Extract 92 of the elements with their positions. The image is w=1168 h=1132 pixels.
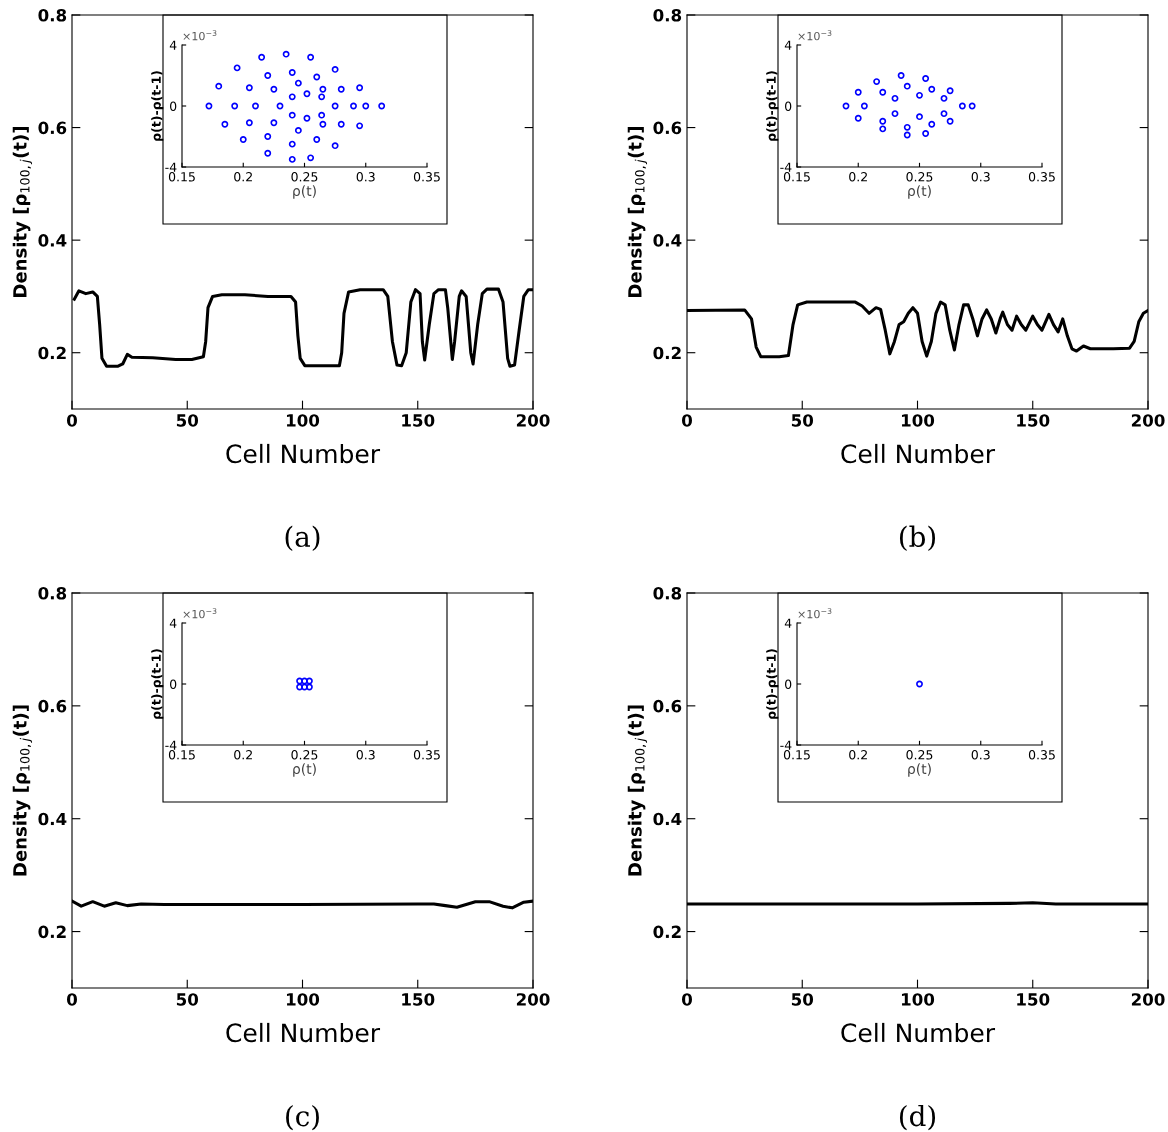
annotation: ×10$^{−3}$ [798, 608, 832, 619]
x-tick-label: 150 [402, 414, 435, 427]
x-tick-label: 0.3 [971, 750, 990, 760]
x-tick-label: 200 [1131, 414, 1165, 427]
y-tick-label: -4 [165, 740, 177, 750]
x-tick-label: 0.25 [291, 172, 318, 182]
y-tick-label: 0.6 [653, 699, 682, 713]
x-tick-label: 0.2 [234, 172, 252, 182]
x-tick-label: 50 [791, 993, 814, 1006]
x-axis-title: ρ(t) [293, 763, 316, 777]
x-tick-label: 0.15 [783, 172, 810, 182]
x-axis-title: ρ(t) [293, 185, 316, 199]
x-axis-title: Cell Number [841, 443, 996, 464]
y-tick-label: 0.6 [38, 699, 67, 713]
y-tick-label: 0.4 [653, 812, 682, 826]
x-tick-label: 50 [176, 414, 199, 427]
y-tick-label: 0.6 [38, 121, 67, 135]
y-axis-title: ρ(t)-ρ(t-1) [151, 649, 164, 719]
x-tick-label: 200 [516, 414, 550, 427]
x-tick-label: 0 [67, 993, 77, 1006]
x-tick-label: 0 [682, 993, 692, 1006]
x-tick-label: 0.25 [906, 172, 933, 182]
x-tick-label: 150 [1017, 414, 1050, 427]
y-tick-label: 0.8 [38, 586, 67, 600]
x-tick-label: 100 [286, 414, 320, 427]
y-tick-label: 0.2 [653, 346, 681, 360]
x-tick-label: 0.35 [1028, 750, 1055, 760]
x-tick-label: 150 [1017, 993, 1050, 1006]
y-tick-label: 0.8 [38, 8, 67, 22]
y-tick-label: 4 [169, 40, 177, 50]
y-tick-label: 0.8 [653, 8, 682, 22]
y-axis-title: ρ(t)-ρ(t-1) [766, 649, 779, 719]
y-tick-label: 0 [785, 679, 792, 689]
x-axis-title: ρ(t) [908, 763, 931, 777]
y-tick-label: -4 [780, 740, 792, 750]
x-tick-label: 0.2 [234, 750, 252, 760]
x-tick-label: 0.2 [849, 172, 867, 182]
x-tick-label: 0.25 [291, 750, 318, 760]
x-tick-label: 0.25 [906, 750, 933, 760]
x-tick-label: 0.3 [356, 750, 375, 760]
x-tick-label: 0.35 [413, 750, 440, 760]
x-tick-label: 0.2 [849, 750, 867, 760]
annotation: ×10$^{−3}$ [798, 30, 832, 41]
y-tick-label: 0 [170, 101, 177, 111]
y-axis-title: Density [ρ$_{100,j}$(t)] [12, 705, 33, 876]
x-tick-label: 0.35 [413, 172, 440, 182]
x-tick-label: 0.3 [971, 172, 990, 182]
x-tick-label: 0 [682, 414, 692, 427]
y-axis-title: ρ(t)-ρ(t-1) [766, 71, 779, 141]
y-tick-label: 4 [784, 40, 792, 50]
x-tick-label: 50 [176, 993, 199, 1006]
y-tick-label: 0.2 [38, 925, 66, 939]
y-tick-label: 0.6 [653, 121, 682, 135]
x-tick-label: 0 [67, 414, 77, 427]
x-tick-label: 0.35 [1028, 172, 1055, 182]
text: (b) [899, 525, 936, 552]
x-tick-label: 100 [901, 414, 935, 427]
y-axis-title: Density [ρ$_{100,j}$(t)] [12, 127, 33, 297]
x-tick-label: 0.15 [783, 750, 810, 760]
x-axis-title: Cell Number [226, 1022, 381, 1043]
y-tick-label: 0 [785, 101, 792, 111]
annotation: ×10$^{−3}$ [183, 30, 217, 41]
annotation: ×10$^{−3}$ [183, 608, 217, 619]
y-axis-title: Density [ρ$_{100,j}$(t)] [627, 705, 648, 876]
y-tick-label: -4 [165, 162, 177, 172]
x-tick-label: 200 [1131, 993, 1165, 1006]
y-tick-label: 0 [170, 679, 177, 689]
y-tick-label: 0.8 [653, 586, 682, 600]
y-tick-label: 0.2 [38, 346, 66, 360]
x-axis-title: Cell Number [226, 443, 381, 464]
x-tick-label: 100 [901, 993, 935, 1006]
x-tick-label: 0.3 [356, 172, 375, 182]
y-tick-label: 4 [784, 618, 792, 628]
x-tick-label: 50 [791, 414, 814, 427]
y-axis-title: ρ(t)-ρ(t-1) [151, 71, 164, 141]
text: (d) [899, 1104, 936, 1131]
text: (a) [285, 525, 320, 552]
y-axis-title: Density [ρ$_{100,j}$(t)] [627, 127, 648, 297]
y-tick-label: 0.4 [38, 234, 67, 247]
x-tick-label: 100 [286, 993, 320, 1006]
x-axis-title: ρ(t) [908, 185, 931, 199]
x-tick-label: 200 [516, 993, 550, 1006]
y-tick-label: 0.2 [653, 925, 681, 939]
x-tick-label: 150 [402, 993, 435, 1006]
y-tick-label: 4 [169, 618, 177, 628]
y-tick-label: 0.4 [38, 812, 67, 826]
x-axis-title: Cell Number [841, 1022, 996, 1043]
y-tick-label: -4 [780, 162, 792, 172]
text: (c) [286, 1104, 319, 1131]
x-tick-label: 0.15 [168, 750, 195, 760]
x-tick-label: 0.15 [168, 172, 195, 182]
y-tick-label: 0.4 [653, 234, 682, 247]
